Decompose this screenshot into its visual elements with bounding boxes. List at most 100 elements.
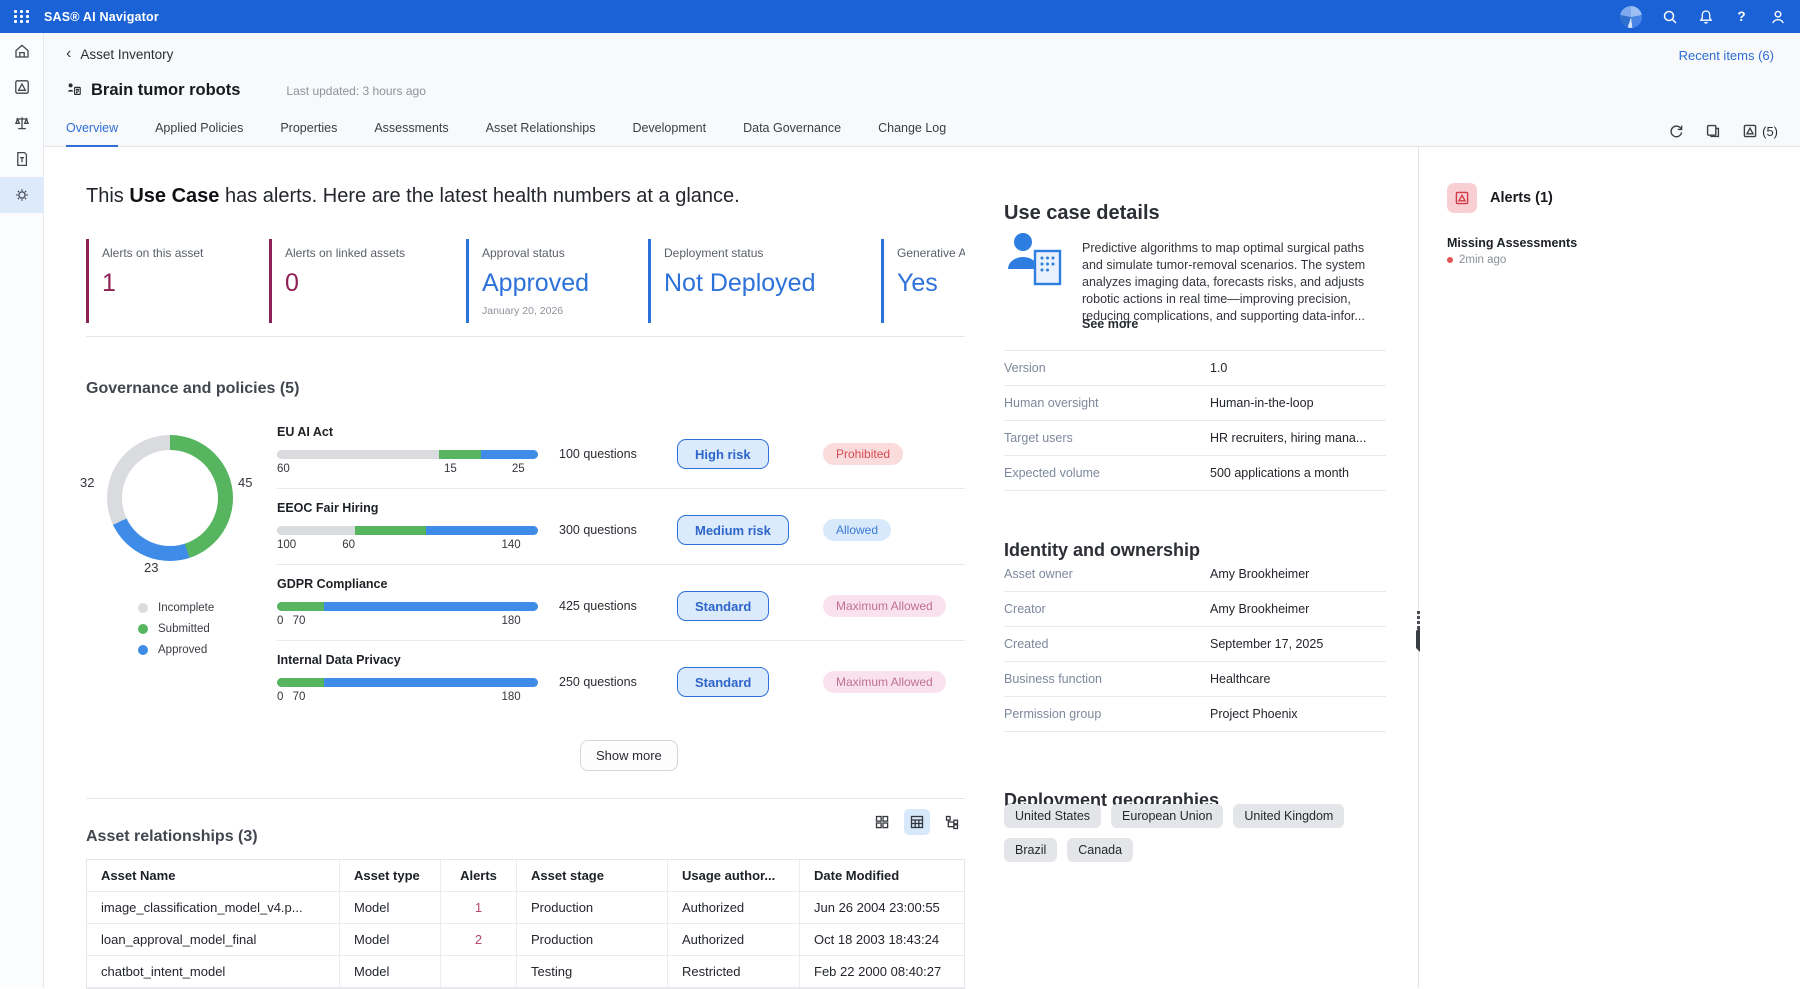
col-asset-type[interactable]: Asset type bbox=[340, 860, 441, 891]
legend-dot-submitted bbox=[138, 624, 148, 634]
card-view-icon[interactable] bbox=[869, 809, 895, 835]
policy-progress-bar bbox=[277, 450, 538, 459]
back-chevron-icon[interactable]: ‹ bbox=[66, 46, 71, 62]
refresh-icon[interactable] bbox=[1668, 123, 1684, 139]
alert-item-time: 2min ago bbox=[1447, 254, 1506, 266]
divider bbox=[86, 336, 965, 337]
copy-icon[interactable] bbox=[1705, 123, 1721, 139]
health-banner: This Use Case has alerts. Here are the l… bbox=[86, 185, 740, 208]
see-more-link[interactable]: See more bbox=[1082, 317, 1138, 331]
use-case-description: Predictive algorithms to map optimal sur… bbox=[1082, 240, 1384, 325]
assessment-donut-chart bbox=[107, 435, 233, 561]
table-view-icon[interactable] bbox=[904, 809, 930, 835]
policy-progress-bar bbox=[277, 602, 538, 611]
divider bbox=[86, 798, 965, 799]
tab-applied-policies[interactable]: Applied Policies bbox=[155, 121, 243, 147]
geo-tag[interactable]: United States bbox=[1004, 804, 1101, 828]
sidebar-item-alerts[interactable] bbox=[0, 69, 44, 105]
risk-level-button[interactable]: Medium risk bbox=[677, 515, 789, 545]
metric-approval-status: Approval status Approved January 20, 202… bbox=[466, 239, 648, 323]
metric-cards: Alerts on this asset 1 Alerts on linked … bbox=[86, 239, 965, 323]
policy-status-pill: Maximum Allowed bbox=[823, 595, 946, 617]
col-usage-auth[interactable]: Usage author... bbox=[668, 860, 800, 891]
show-more-button[interactable]: Show more bbox=[580, 740, 678, 771]
tab-development[interactable]: Development bbox=[632, 121, 706, 147]
tab-properties[interactable]: Properties bbox=[280, 121, 337, 147]
recent-items-link[interactable]: Recent items (6) bbox=[1679, 48, 1774, 63]
policy-status-pill: Allowed bbox=[823, 519, 891, 541]
use-case-icon bbox=[66, 81, 82, 102]
tab-change-log[interactable]: Change Log bbox=[878, 121, 946, 147]
table-header-row: Asset Name Asset type Alerts Asset stage… bbox=[87, 860, 964, 892]
policy-status-pill: Maximum Allowed bbox=[823, 671, 946, 693]
overview-column: This Use Case has alerts. Here are the l… bbox=[86, 147, 965, 988]
metric-alerts-on-asset: Alerts on this asset 1 bbox=[86, 239, 269, 323]
col-asset-stage[interactable]: Asset stage bbox=[517, 860, 668, 891]
alert-item-title[interactable]: Missing Assessments bbox=[1447, 236, 1577, 250]
tab-asset-relationships[interactable]: Asset Relationships bbox=[486, 121, 596, 147]
col-alerts[interactable]: Alerts bbox=[441, 860, 517, 891]
person-building-icon bbox=[1004, 227, 1066, 294]
sidebar-item-governance-scales[interactable] bbox=[0, 105, 44, 141]
app-title: SAS® AI Navigator bbox=[44, 10, 159, 24]
panel-divider bbox=[1418, 147, 1419, 988]
asset-alerts-count[interactable]: (5) bbox=[1742, 123, 1778, 139]
risk-level-button[interactable]: Standard bbox=[677, 591, 769, 621]
metric-generative-ai: Generative AI Yes bbox=[881, 239, 965, 323]
breadcrumb-label: Asset Inventory bbox=[80, 47, 173, 62]
geo-tag[interactable]: European Union bbox=[1111, 804, 1223, 828]
metric-alerts-linked: Alerts on linked assets 0 bbox=[269, 239, 466, 323]
hierarchy-view-icon[interactable] bbox=[939, 809, 965, 835]
donut-legend: Incomplete Submitted Approved bbox=[138, 597, 214, 660]
alerts-panel-title: Alerts (1) bbox=[1490, 190, 1553, 206]
risk-level-button[interactable]: High risk bbox=[677, 439, 769, 469]
page-header: ‹ Asset Inventory Recent items (6) Brain… bbox=[44, 33, 1800, 147]
main-content: This Use Case has alerts. Here are the l… bbox=[44, 147, 1800, 988]
left-sidebar bbox=[0, 33, 44, 988]
tab-data-governance[interactable]: Data Governance bbox=[743, 121, 841, 147]
page-title: Brain tumor robots bbox=[91, 81, 240, 100]
donut-value-submitted: 45 bbox=[238, 475, 252, 490]
table-row[interactable]: image_classification_model_v4.p...Model … bbox=[87, 892, 964, 924]
search-icon[interactable] bbox=[1661, 8, 1678, 25]
notifications-bell-icon[interactable] bbox=[1697, 8, 1714, 25]
policy-status-pill: Prohibited bbox=[823, 443, 903, 465]
donut-value-incomplete: 32 bbox=[80, 475, 94, 490]
sidebar-item-home[interactable] bbox=[0, 33, 44, 69]
sidebar-item-settings[interactable] bbox=[0, 177, 44, 213]
geo-tag[interactable]: United Kingdom bbox=[1233, 804, 1344, 828]
legend-dot-incomplete bbox=[138, 603, 148, 613]
help-icon[interactable]: ? bbox=[1733, 8, 1750, 25]
governance-heading: Governance and policies (5) bbox=[86, 380, 299, 398]
app-switcher-icon[interactable] bbox=[14, 10, 30, 23]
approval-date: January 20, 2026 bbox=[482, 305, 648, 317]
product-logo-icon[interactable] bbox=[1620, 6, 1642, 28]
risk-level-button[interactable]: Standard bbox=[677, 667, 769, 697]
geo-tag[interactable]: Brazil bbox=[1004, 838, 1057, 862]
user-profile-icon[interactable] bbox=[1769, 8, 1786, 25]
tab-assessments[interactable]: Assessments bbox=[374, 121, 448, 147]
last-updated-text: Last updated: 3 hours ago bbox=[286, 84, 425, 98]
legend-dot-approved bbox=[138, 645, 148, 655]
sidebar-item-contracts[interactable] bbox=[0, 141, 44, 177]
col-asset-name[interactable]: Asset Name bbox=[87, 860, 340, 891]
use-case-details-heading: Use case details bbox=[1004, 202, 1160, 225]
geo-tag[interactable]: Canada bbox=[1067, 838, 1133, 862]
tab-overview[interactable]: Overview bbox=[66, 121, 118, 147]
policy-progress-bar bbox=[277, 678, 538, 687]
geography-tags: United States European Union United King… bbox=[1004, 804, 1376, 862]
tab-bar: Overview Applied Policies Properties Ass… bbox=[66, 121, 946, 147]
col-date-modified[interactable]: Date Modified bbox=[800, 860, 964, 891]
metric-deployment-status: Deployment status Not Deployed bbox=[648, 239, 881, 323]
unread-dot bbox=[1447, 257, 1453, 263]
asset-relationships-heading: Asset relationships (3) bbox=[86, 828, 258, 846]
breadcrumb[interactable]: ‹ Asset Inventory bbox=[66, 46, 173, 62]
